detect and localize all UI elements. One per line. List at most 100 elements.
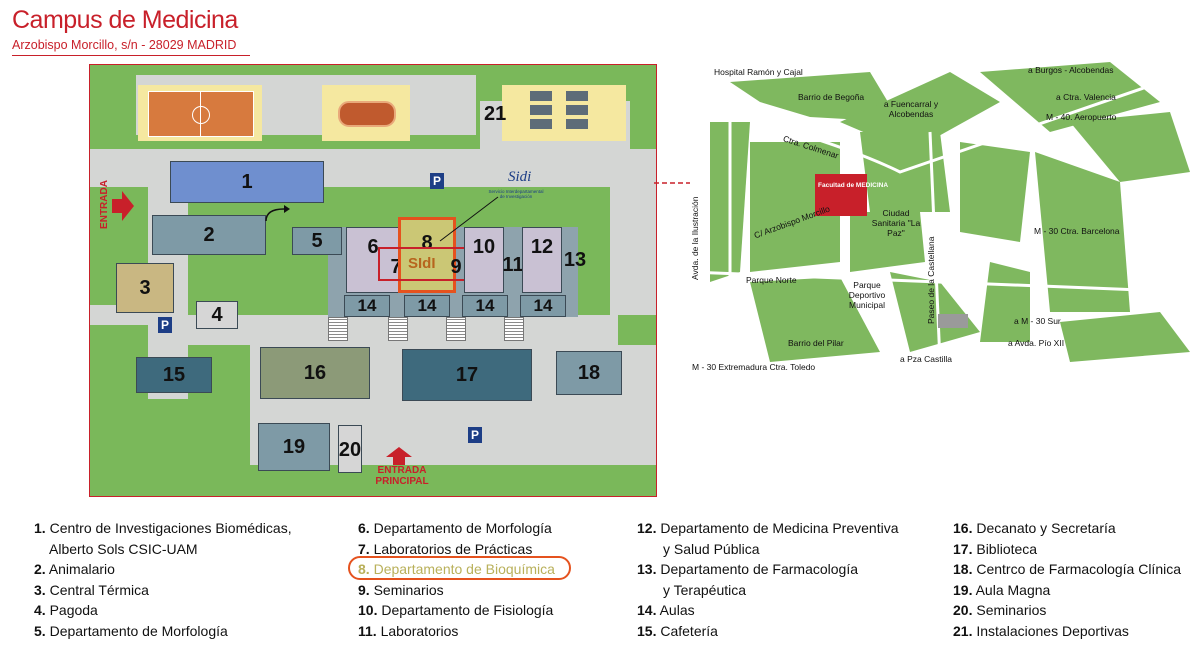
legend-num: 19. [953,581,973,598]
legend-item: 6. Departamento de Morfología [358,518,555,539]
building-9[interactable]: 9 [446,249,466,285]
legend-text: Departamento de Bioquímica [373,561,555,578]
legend-item: 15. Cafetería [637,621,899,642]
building-18[interactable]: 18 [556,351,622,395]
legend-item: 1. Centro de Investigaciones Biomédicas, [34,518,292,539]
stairs [328,317,348,341]
stairs [388,317,408,341]
building-19[interactable]: 19 [258,423,330,471]
legend-num: 11. [358,622,377,639]
legend-num: 20. [953,602,973,619]
legend-num: 18. [953,561,973,578]
building-14-b[interactable]: 14 [404,295,450,317]
legend-item: 18. Centrco de Farmacología Clínica [953,559,1181,580]
building-2[interactable]: 2 [152,215,266,255]
legend-num: 14. [637,602,657,619]
building-16-label: 16 [303,361,327,384]
building-17-label: 17 [455,363,479,386]
building-6-label: 6 [367,236,379,258]
court [566,91,588,101]
legend-num: 7. [358,540,370,557]
building-4-label: 4 [211,303,223,326]
building-6[interactable]: 6 [346,227,400,293]
legend-text: Central Térmica [49,581,149,598]
legend-item: 20. Seminarios [953,600,1181,621]
map-label-hospital: Hospital Ramón y Cajal [714,67,803,77]
building-4[interactable]: 4 [196,301,238,329]
court [530,105,552,115]
building-10[interactable]: 10 [464,227,504,293]
building-17[interactable]: 17 [402,349,532,401]
legend-item: y Terapéutica [637,580,899,601]
legend-item: 21. Instalaciones Deportivas [953,621,1181,642]
legend-text: y Terapéutica [663,581,747,598]
building-8-label: 8 [421,232,433,254]
legend-item: 19. Aula Magna [953,580,1181,601]
building-20-label: 20 [338,439,362,461]
entrance-arrow-icon [112,191,134,221]
building-14-label: 14 [357,296,377,315]
map-label-castilla: a Pza Castilla [900,354,952,364]
building-14-d[interactable]: 14 [520,295,566,317]
legend-text: Alberto Sols CSIC-UAM [49,540,198,557]
legend-item: 10. Departamento de Fisiología [358,600,555,621]
football-field-area [138,85,262,141]
legend-item: 11. Laboratorios [358,621,555,642]
building-20[interactable]: 20 [338,425,362,473]
building-14-label: 14 [417,296,437,315]
map-label-fuencarral: a Fuencarral y Alcobendas [883,99,939,119]
turn-arrow-icon [265,205,290,222]
building-15-label: 15 [162,363,186,386]
track-area [322,85,410,141]
map-label-pilar: Barrio del Pilar [788,338,844,348]
building-11[interactable]: 11 [498,251,528,279]
legend-text: Decanato y Secretaría [976,520,1116,536]
court [530,91,552,101]
building-12[interactable]: 12 [522,227,562,293]
legend-num: 1. [34,520,46,536]
building-21-label: 21 [484,103,507,125]
legend-num: 17. [953,540,973,557]
legend-item: 7. Laboratorios de Prácticas [358,539,555,560]
building-3[interactable]: 3 [116,263,174,313]
legend-item: 13. Departamento de Farmacología [637,559,899,580]
court [566,119,588,129]
map-label-ilustracion: Avda. de la Ilustración [690,196,700,280]
building-1[interactable]: 1 [170,161,324,203]
legend-text: Centro de Investigaciones Biomédicas, [49,520,292,536]
legend-text: Centrco de Farmacología Clínica [976,561,1182,578]
main-entrance-label-line1: ENTRADA [377,465,427,476]
main-entrance-label: ENTRADA PRINCIPAL [372,465,432,487]
legend-item: Alberto Sols CSIC-UAM [34,539,292,560]
pitch-circle [192,106,210,124]
building-21[interactable]: 21 [484,85,626,141]
parking-icon: P [158,317,172,333]
legend-num: 15. [637,622,657,639]
building-13[interactable]: 13 [558,245,592,275]
legend-column-2: 6. Departamento de Morfología 7. Laborat… [358,518,555,642]
building-2-label: 2 [203,223,215,246]
legend-item: 12. Departamento de Medicina Preventiva [637,518,899,539]
building-14-c[interactable]: 14 [462,295,508,317]
map-label-begona: Barrio de Begoña [798,92,865,102]
building-7[interactable]: 7 [384,249,408,285]
building-14-label: 14 [475,296,495,315]
legend-num: 9. [358,581,370,598]
building-16[interactable]: 16 [260,347,370,399]
building-15[interactable]: 15 [136,357,212,393]
page-subtitle: Arzobispo Morcillo, s/n - 28029 MADRID [12,38,237,52]
building-5[interactable]: 5 [292,227,342,255]
building-19-label: 19 [282,435,306,458]
legend-num: 16. [953,520,973,536]
legend-num: 8. [358,561,370,578]
building-5-label: 5 [311,229,323,252]
legend-text: Animalario [48,561,115,578]
parking-icon: P [468,427,482,443]
legend-item: 17. Biblioteca [953,539,1181,560]
building-9-label: 9 [450,255,462,278]
map-label-burgos: a Burgos - Alcobendas [1028,65,1114,75]
building-14-a[interactable]: 14 [344,295,390,317]
parking-icon: P [430,173,444,189]
building-12-label: 12 [530,236,554,258]
court [530,119,552,129]
